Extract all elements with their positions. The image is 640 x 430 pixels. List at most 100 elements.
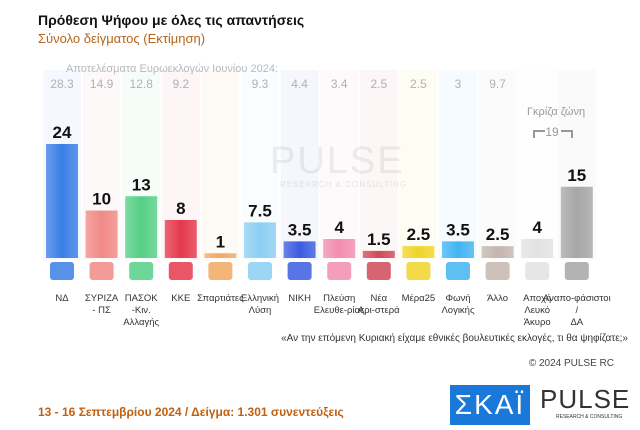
gray-zone-value: 19 [545,125,559,139]
column-background [280,70,319,260]
chart-subtitle: Σύνολο δείγματος (Εκτίμηση) [38,31,206,46]
category-label: Αναπο-φάσιστοι [543,293,611,304]
euro-result-value: 14.9 [90,77,114,91]
skai-logo: ΣΚΑΪ [450,385,530,425]
euro-result-value: 9.3 [252,77,269,91]
category-label: / [575,305,578,316]
party-logo-icon [287,262,312,280]
column-background [359,70,398,260]
category-label: ΠΑΣΟΚ [125,293,158,304]
euro-result-value: 9.7 [489,77,506,91]
bar [481,246,514,258]
party-logo-icon [366,262,391,280]
category-label: Αποχή [523,293,551,304]
bar [521,239,554,258]
party-logo-icon [50,262,74,280]
category-label: Αλλαγής [123,317,159,328]
category-label: Άκυρο [524,317,551,328]
category-label: ΚΚΕ [171,293,190,304]
euro-result-value: 3.4 [331,77,348,91]
data-label: 2.5 [407,225,431,244]
category-label: Σπαρτιάτες [197,293,244,304]
euro-result-value: 9.2 [172,77,189,91]
category-label: ΝΙΚΗ [288,293,311,304]
data-label: 2.5 [486,225,510,244]
column-background [320,70,359,260]
bar [204,253,237,258]
bar [283,241,316,258]
data-label: 10 [92,190,111,209]
category-label: Ελευθε-ρίας [314,305,365,316]
category-label: Λευκό [524,305,550,316]
column-background [201,70,240,260]
party-logo-icon [89,262,114,280]
bar [85,210,118,258]
category-label: Αρι-στερά [358,305,400,316]
data-label: 1 [216,232,225,251]
category-label: ΔΑ [570,317,583,328]
party-logo-icon [525,262,550,280]
euro-result-value: 12.8 [130,77,154,91]
party-logo-icon [327,262,352,280]
bar [244,222,276,258]
column-background [518,70,557,260]
category-label: - ΠΣ [92,305,111,316]
category-label: Ελληνική [241,293,279,304]
column-background [399,70,438,260]
party-logo-icon [248,262,272,280]
party-logo-icon [129,262,154,280]
footer-info: 13 - 16 Σεπτεμβρίου 2024 / Δείγμα: 1.301… [38,405,344,419]
data-label: 15 [567,166,586,185]
euro-result-value: 2.5 [370,77,387,91]
chart-title: Πρόθεση Ψήφου με όλες τις απαντήσεις [38,12,305,28]
column-background [439,70,477,260]
category-label: Μέρα25 [402,293,436,304]
copyright: © 2024 PULSE RC [528,358,614,369]
data-label: 3.5 [288,220,312,239]
pulse-logo: PULSE [540,384,631,414]
data-label: 4 [532,218,542,237]
party-logo-icon [446,262,470,280]
bar [560,186,593,258]
euro-result-value: 3 [455,77,462,91]
data-label: 8 [176,199,185,218]
pulse-logo-sub: RESEARCH & CONSULTING [556,414,623,420]
euro-result-value: 2.5 [410,77,427,91]
question-text: «Αν την επόμενη Κυριακή είχαμε εθνικές β… [281,333,628,344]
euro-results-label: Αποτελέσματα Ευρωεκλογών Ιουνίου 2024: [66,63,279,75]
gray-zone-gap [545,126,561,134]
column-background [478,70,517,260]
category-label: Νέα [371,293,388,304]
data-label: 13 [132,175,151,194]
watermark-sub: RESEARCH & CONSULTING [280,180,408,189]
bar [164,220,197,258]
party-logo-icon [208,262,233,280]
party-logo-icon [406,262,431,280]
gray-zone-label: Γκρίζα ζώνη [527,106,586,118]
data-label: 3.5 [446,220,470,239]
data-label: 7.5 [248,201,272,220]
data-label: 1.5 [367,230,391,249]
category-label: Φωνή [445,293,470,304]
category-label: Λύση [249,305,272,316]
data-label: 4 [334,218,344,237]
euro-result-value: 28.3 [50,77,74,91]
category-label: ΝΔ [55,293,69,304]
bar [323,239,356,258]
bar [442,241,474,258]
category-label: -Κιν. [132,305,151,316]
bar [402,246,435,258]
category-label: Λογικής [441,305,475,316]
category-label: Άλλο [487,293,508,304]
category-label: ΣΥΡΙΖΑ [85,293,119,304]
category-label: Πλεύση [323,293,355,304]
watermark: PULSE [270,140,405,182]
party-logo-icon [564,262,589,280]
data-label: 24 [53,123,72,142]
bar [125,196,158,258]
party-logo-icon [485,262,510,280]
euro-result-value: 4.4 [291,77,308,91]
bar [362,250,395,258]
bar [46,144,78,258]
